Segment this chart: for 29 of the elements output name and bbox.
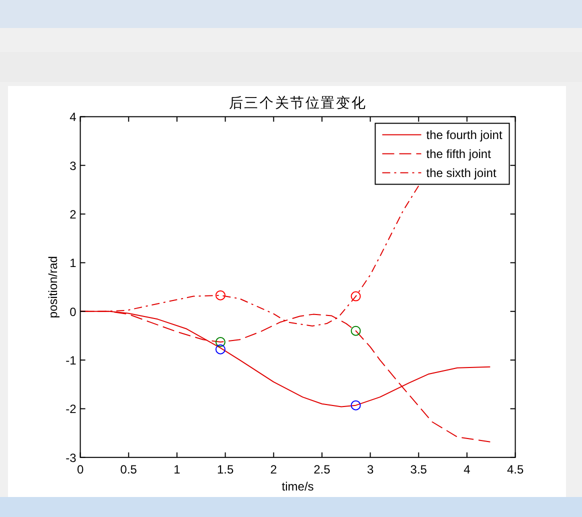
point bbox=[215, 337, 226, 348]
x-tick-label: 3 bbox=[366, 462, 374, 476]
x-tick-label: 2 bbox=[270, 462, 278, 476]
y-tick-label: -1 bbox=[66, 354, 77, 368]
y-tick-label: 4 bbox=[70, 110, 77, 124]
point bbox=[350, 291, 361, 302]
chart-title: 后三个关节位置变化 bbox=[228, 94, 367, 111]
point bbox=[350, 400, 361, 410]
y-tick-label: 0 bbox=[70, 304, 77, 319]
x-tick-label: 1 bbox=[174, 462, 181, 476]
y-tick-label: -3 bbox=[66, 450, 77, 465]
y-tick-label: 1 bbox=[70, 256, 77, 270]
x-tick-label: 2.5 bbox=[314, 462, 331, 476]
x-axis-title: time/s bbox=[282, 479, 314, 494]
x-tick-label: 3.5 bbox=[410, 462, 428, 476]
point bbox=[215, 344, 226, 354]
x-tick-label: 0.5 bbox=[120, 462, 138, 476]
y-tick-label: 3 bbox=[70, 158, 77, 173]
legend-label: the fourth joint bbox=[426, 128, 503, 142]
point bbox=[350, 326, 361, 336]
x-tick-label: 4 bbox=[464, 462, 471, 476]
legend-label: the sixth joint bbox=[426, 166, 497, 180]
y-tick-label: 2 bbox=[70, 208, 77, 222]
point bbox=[215, 290, 226, 300]
x-tick-label: 4.5 bbox=[506, 462, 524, 476]
y-axis-title: position/rad bbox=[46, 256, 60, 318]
y-tick-label: -2 bbox=[66, 402, 77, 416]
legend-label: the fifth joint bbox=[426, 147, 492, 162]
x-tick-label: 1.5 bbox=[216, 462, 234, 476]
